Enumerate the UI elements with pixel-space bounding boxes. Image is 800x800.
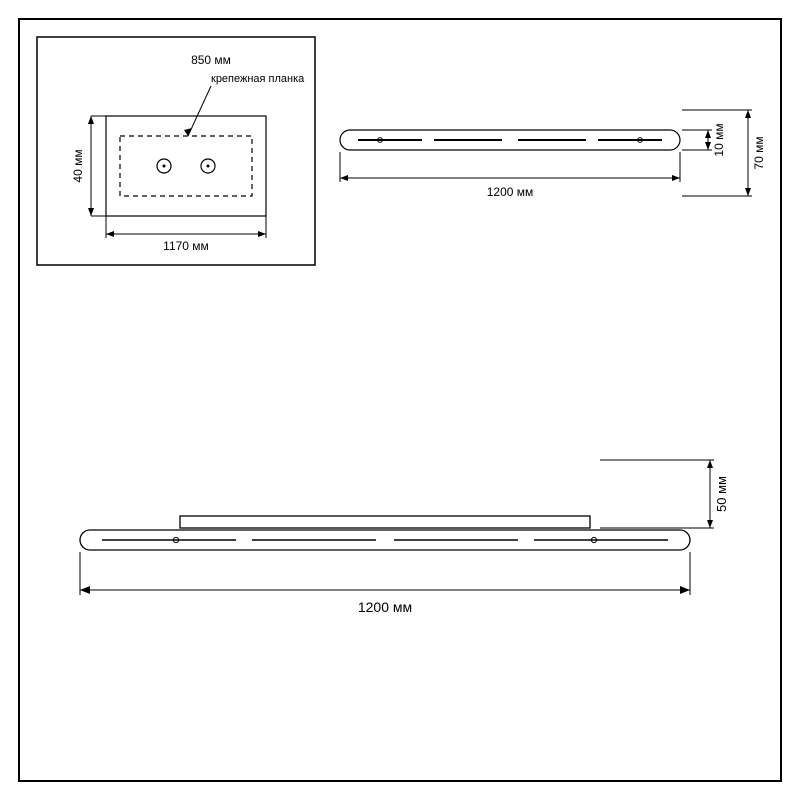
dim-bottom-1170: 1170 мм [106,216,266,253]
dim-10: 10 мм [682,123,726,156]
svg-text:50 мм: 50 мм [714,476,729,512]
page: 850 мм крепежная планка 40 мм 1170 мм [0,0,800,800]
svg-text:40 мм: 40 мм [71,149,85,182]
svg-text:70 мм: 70 мм [752,136,766,169]
svg-text:1200 мм: 1200 мм [487,185,534,199]
svg-text:1200 мм: 1200 мм [358,599,412,615]
dim-850: 850 мм [191,53,231,67]
callout-label: крепежная планка [211,73,305,85]
svg-text:1170 мм: 1170 мм [163,239,209,253]
dim-1200-bottom: 1200 мм [80,552,690,615]
dim-1200-top: 1200 мм [340,152,680,199]
dim-50: 50 мм [600,460,729,528]
dim-left-40: 40 мм [71,116,106,216]
inset-panel: 850 мм крепежная планка 40 мм 1170 мм [36,36,316,266]
svg-text:10 мм: 10 мм [712,123,726,156]
side-view: 50 мм 1200 мм [40,430,760,730]
top-bar-view: 1200 мм 10 мм 70 мм [330,100,770,260]
